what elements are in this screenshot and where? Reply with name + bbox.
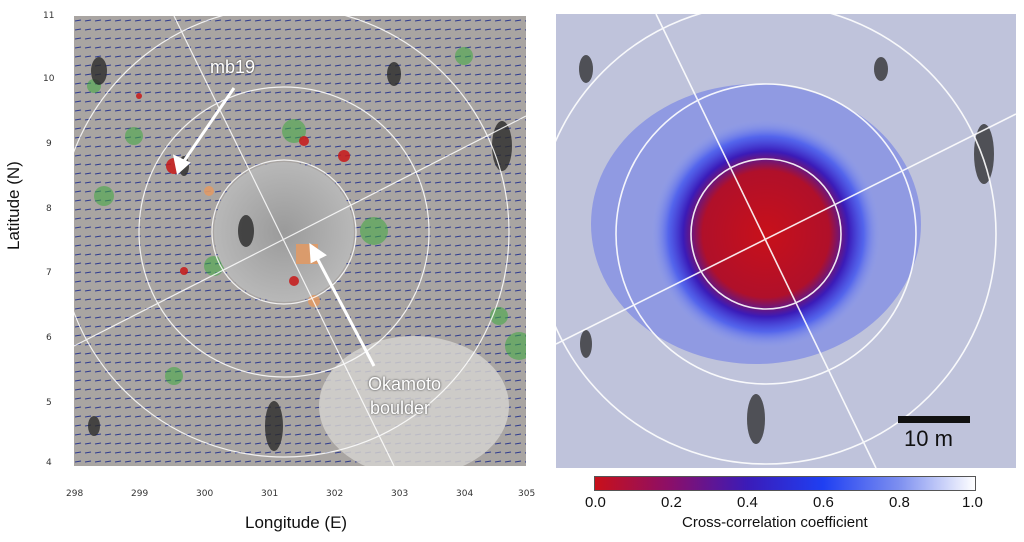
colorbar (594, 476, 976, 491)
y-tick-label: 8 (46, 204, 52, 214)
colorbar-tick-label: 0.0 (585, 494, 606, 511)
colorbar-tick-label: 0.6 (813, 494, 834, 511)
y-tick-label: 11 (43, 11, 55, 21)
colorbar-tick-label: 1.0 (962, 494, 983, 511)
y-tick-label: 10 (43, 74, 55, 84)
x-tick-label: 301 (261, 489, 279, 499)
colorbar-tick-label: 0.8 (889, 494, 910, 511)
okamoto-label-line1: Okamoto (368, 374, 442, 394)
crater-map-image (74, 16, 526, 466)
y-axis-title: Latitude (N) (4, 161, 23, 250)
cross-correlation-panel: 10 m 0.0 0.2 0.4 0.6 0.8 1.0 Cross-corre… (548, 0, 1024, 542)
x-tick-label: 298 (66, 489, 84, 499)
colorbar-tick-label: 0.4 (737, 494, 758, 511)
mb19-label: mb19 (210, 57, 256, 77)
scale-bar-label: 10 m (904, 426, 953, 451)
x-tick-label: 300 (196, 489, 214, 499)
okamoto-label-line2: boulder (370, 398, 431, 418)
cross-correlation-map-image (556, 14, 1016, 468)
colorbar-title: Cross-correlation coefficient (682, 514, 868, 531)
y-tick-label: 7 (46, 268, 52, 278)
displacement-vector-panel: Latitude (N) 4 5 6 7 8 9 10 11 (4, 11, 536, 532)
x-tick-label: 302 (326, 489, 344, 499)
x-tick-label: 304 (456, 489, 474, 499)
colorbar-tick-label: 0.2 (661, 494, 682, 511)
y-tick-label: 5 (46, 398, 52, 408)
y-tick-label: 9 (46, 139, 52, 149)
y-tick-label: 4 (46, 458, 52, 468)
x-tick-label: 299 (131, 489, 149, 499)
x-tick-label: 303 (391, 489, 409, 499)
x-axis-title: Longitude (E) (245, 513, 348, 532)
scale-bar (898, 416, 970, 423)
y-tick-label: 6 (46, 333, 52, 343)
x-tick-label: 305 (518, 489, 536, 499)
